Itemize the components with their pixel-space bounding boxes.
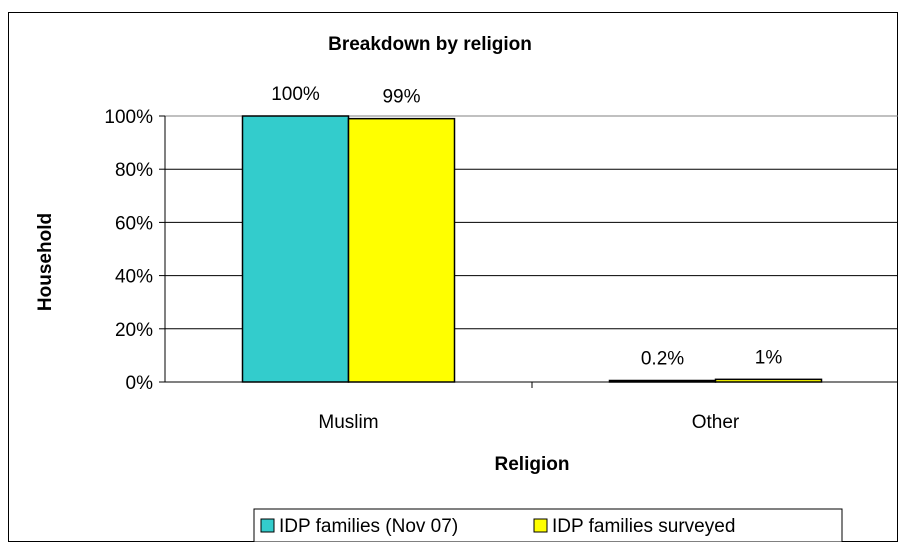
x-axis-label: Religion [495, 454, 570, 475]
legend-label-idp-families-surveyed: IDP families surveyed [552, 516, 735, 537]
bar-muslim-idp-families-nov-07 [241, 115, 350, 383]
y-tick-label-40: 40% [115, 267, 153, 288]
y-tick-label-100: 100% [104, 107, 153, 128]
y-tick-label-0: 0% [126, 373, 154, 394]
data-label-other-idp-families-nov-07: 0.2% [641, 349, 684, 370]
chart-title: Breakdown by religion [328, 34, 532, 55]
data-label-muslim-idp-families-surveyed: 99% [382, 87, 420, 108]
y-axis-label: Household [35, 213, 56, 311]
legend-swatch-idp-families-nov-07 [260, 518, 275, 533]
y-tick-label-60: 60% [115, 213, 153, 234]
legend-box [253, 508, 843, 543]
data-label-other-idp-families-surveyed: 1% [755, 347, 783, 368]
chart-frame: Breakdown by religion Household Religion… [8, 12, 900, 543]
legend: IDP families (Nov 07) IDP families surve… [253, 508, 843, 543]
axes: 0% 20% 40% 60% 80% 100% Muslim Other [104, 107, 899, 433]
bars: 100% 99% 0.2% 1% [241, 84, 823, 383]
bar-chart: Breakdown by religion Household Religion… [8, 12, 900, 543]
y-tick-label-80: 80% [115, 160, 153, 181]
x-tick-label-other: Other [692, 412, 740, 433]
bar-muslim-idp-families-surveyed [347, 117, 456, 383]
data-label-muslim-idp-families-nov-07: 100% [271, 84, 320, 105]
legend-label-idp-families-nov-07: IDP families (Nov 07) [279, 516, 458, 537]
x-tick-label-muslim: Muslim [318, 412, 378, 433]
legend-swatch-idp-families-surveyed [533, 518, 548, 533]
y-tick-label-20: 20% [115, 320, 153, 341]
